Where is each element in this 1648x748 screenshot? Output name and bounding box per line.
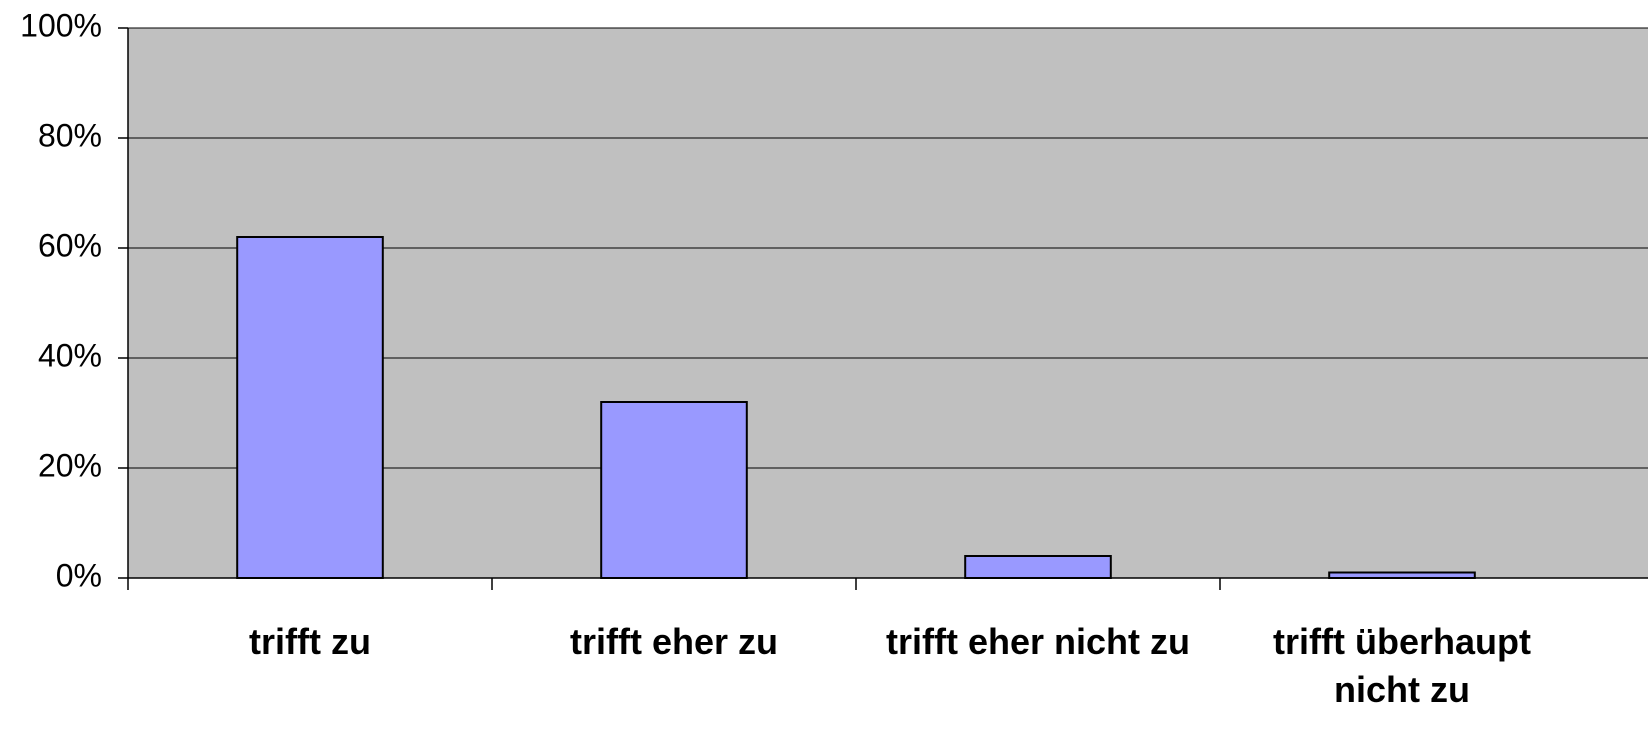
y-tick-label: 0% (56, 557, 102, 593)
bar (600, 401, 748, 579)
x-tick-label: trifft eher zu (569, 621, 778, 662)
bar (964, 555, 1112, 579)
x-tick-label: trifft eher nicht zu (886, 621, 1190, 662)
y-tick-label: 20% (38, 447, 102, 483)
bar (1328, 571, 1476, 579)
x-tick-label: trifft überhaupt nicht zu (1273, 621, 1531, 710)
bar (236, 236, 384, 579)
x-tick-label: trifft zu (249, 621, 371, 662)
y-tick-label: 100% (20, 7, 102, 43)
y-tick-label: 60% (38, 227, 102, 263)
y-tick-label: 80% (38, 117, 102, 153)
y-tick-label: 40% (38, 337, 102, 373)
